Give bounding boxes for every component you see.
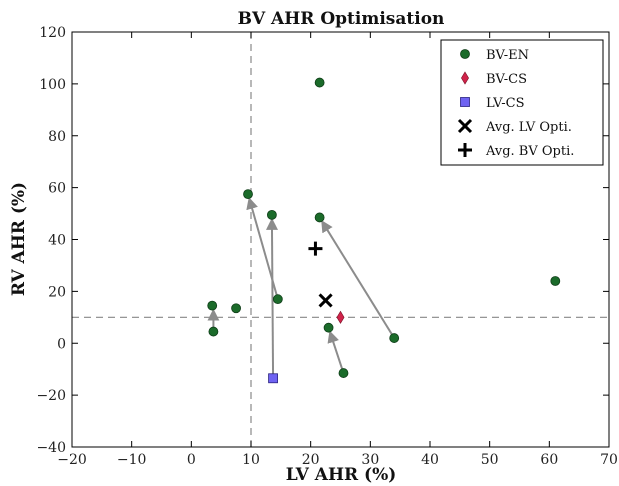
y-axis-title: RV AHR (%) bbox=[9, 182, 29, 296]
x-tick-label: −10 bbox=[117, 452, 147, 468]
bv-en-point-11 bbox=[208, 326, 219, 337]
arrow-3 bbox=[265, 217, 278, 379]
x-tick-label: 60 bbox=[540, 452, 558, 468]
legend-marker-bv-en bbox=[460, 49, 470, 59]
bv-en-point-5 bbox=[550, 276, 561, 286]
arrows-layer bbox=[207, 196, 396, 379]
y-tick-label: −40 bbox=[36, 440, 66, 456]
x-axis-title: LV AHR (%) bbox=[286, 465, 397, 485]
legend-marker-bv-cs bbox=[461, 71, 469, 85]
bv-en-point-10 bbox=[389, 333, 400, 343]
legend-label-avg-lv-opti: Avg. LV Opti. bbox=[485, 120, 572, 135]
y-tick-label: 80 bbox=[48, 129, 66, 145]
x-tick-label: 0 bbox=[187, 452, 196, 468]
y-tick-label: 60 bbox=[48, 181, 66, 197]
y-tick-label: 40 bbox=[48, 233, 66, 249]
bv-en-point-8 bbox=[231, 303, 241, 314]
x-tick-label: −20 bbox=[57, 452, 87, 468]
bv-en-point-1 bbox=[314, 77, 325, 88]
bv-en-point-6 bbox=[272, 294, 283, 305]
y-tick-label: −20 bbox=[36, 388, 66, 404]
bv-en-point-12 bbox=[338, 368, 349, 378]
x-tick-label: 40 bbox=[421, 452, 439, 468]
arrow-4 bbox=[321, 220, 396, 339]
y-tick-label: 20 bbox=[48, 284, 66, 300]
bv-en-point-7 bbox=[207, 300, 218, 311]
chart-title: BV AHR Optimisation bbox=[238, 9, 445, 29]
lv-cs-point-1 bbox=[268, 373, 278, 384]
legend-label-lv-cs: LV-CS bbox=[486, 96, 525, 111]
legend-label-bv-en: BV-EN bbox=[486, 48, 529, 63]
y-tick-label: 120 bbox=[39, 25, 66, 41]
legend-label-avg-bv-opti: Avg. BV Opti. bbox=[485, 144, 574, 159]
x-tick-label: 50 bbox=[481, 452, 499, 468]
legend-marker-lv-cs bbox=[460, 97, 470, 107]
y-axis-ticks: −40 −20 0 20 40 60 80 100 120 bbox=[36, 25, 609, 456]
arrow-5 bbox=[327, 330, 345, 374]
bv-en-point-9 bbox=[323, 322, 334, 333]
legend-marker-avg-bv-opti bbox=[458, 143, 472, 157]
bv-en-point-3 bbox=[266, 209, 277, 220]
avg-bv-opti-point-1 bbox=[308, 241, 323, 256]
legend-marker-avg-lv-opti bbox=[457, 118, 473, 134]
x-tick-label: 10 bbox=[242, 452, 260, 468]
x-tick-label: 20 bbox=[302, 452, 320, 468]
x-tick-label: 70 bbox=[600, 452, 618, 468]
bv-en-point-2 bbox=[243, 189, 253, 200]
data-points-layer bbox=[207, 77, 561, 384]
y-tick-label: 100 bbox=[39, 77, 66, 93]
y-tick-label: 0 bbox=[57, 336, 66, 352]
legend: BV-EN BV-CS LV-CS Avg. LV Opti. Avg. BV Opti… bbox=[440, 39, 604, 166]
legend-label-bv-cs: BV-CS bbox=[486, 72, 527, 87]
avg-lv-opti-point-1 bbox=[318, 293, 333, 308]
bv-cs-point-1 bbox=[336, 310, 345, 324]
x-axis-ticks: −20 −10 0 10 20 30 40 50 60 70 bbox=[57, 32, 618, 468]
bv-en-point-4 bbox=[314, 212, 325, 223]
x-tick-label: 30 bbox=[361, 452, 379, 468]
